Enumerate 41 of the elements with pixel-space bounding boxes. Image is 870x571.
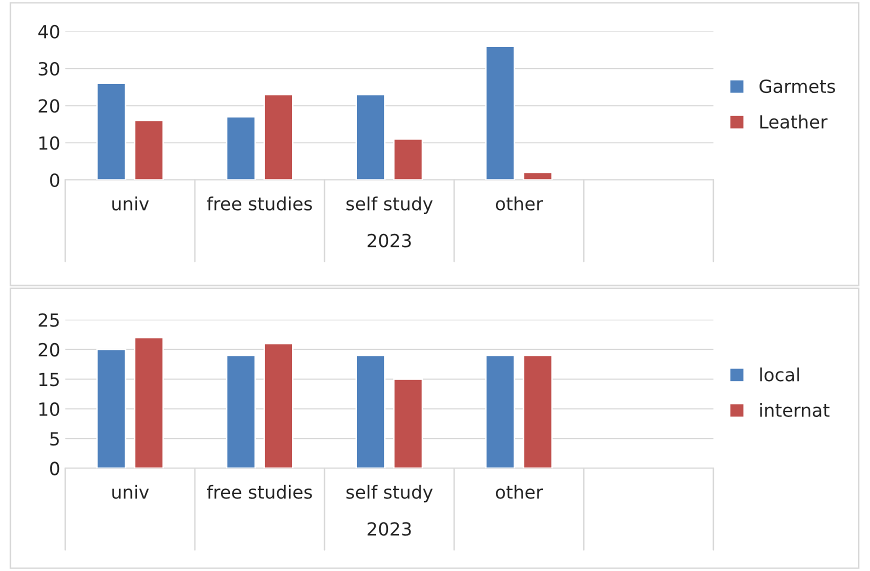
bar [134, 336, 164, 468]
bar [485, 46, 516, 180]
x-tick-label: other [496, 196, 544, 211]
x-tick-label: self study [346, 196, 433, 214]
x-tick-label: free studies [206, 484, 312, 499]
legend-label: local [760, 367, 799, 382]
x-tick-label: other [496, 484, 544, 499]
y-tick-label: 30 [38, 62, 60, 76]
y-tick-label: 20 [38, 342, 60, 357]
bar [356, 94, 386, 180]
x-axis-title: 2023 [368, 234, 411, 248]
bar [393, 138, 424, 180]
y-tick-label: 20 [38, 99, 60, 113]
bar [226, 354, 256, 468]
y-tick-label: 10 [39, 402, 60, 416]
bar [96, 348, 126, 468]
bar [226, 116, 256, 180]
bar [393, 378, 424, 468]
x-tick-label: self study [346, 484, 433, 502]
legend-label: Leather [760, 114, 828, 129]
bar [485, 354, 516, 468]
bar [356, 354, 386, 468]
y-tick-label: 0 [50, 173, 60, 187]
bar [264, 94, 294, 180]
bar [264, 342, 294, 468]
x-tick-label: free studies [206, 196, 312, 211]
legend-label: Garmets [760, 79, 836, 94]
y-tick-label: 25 [38, 313, 59, 327]
y-tick-label: 5 [50, 432, 59, 446]
bar [96, 82, 126, 180]
y-tick-label: 40 [38, 24, 60, 39]
x-tick-label: univ [112, 196, 149, 211]
y-tick-label: 15 [39, 372, 59, 386]
x-tick-label: univ [112, 484, 149, 499]
bar [522, 354, 553, 468]
y-tick-label: 0 [50, 462, 60, 476]
y-tick-label: 10 [39, 136, 60, 150]
legend-label: internat [760, 403, 830, 417]
x-axis-title: 2023 [368, 522, 411, 536]
bar [134, 120, 164, 180]
bar [522, 172, 553, 180]
